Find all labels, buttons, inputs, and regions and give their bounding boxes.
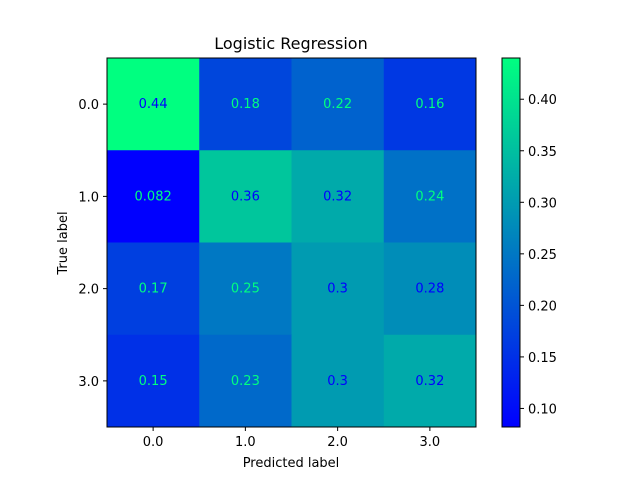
cell-value-label: 0.32 — [323, 189, 352, 204]
heatmap-cell — [199, 58, 292, 151]
y-axis-ticks: 0.0 1.0 2.0 3.0 — [78, 98, 107, 390]
heatmap-cell — [383, 334, 477, 428]
colorbar-tick-label: 0.15 — [528, 351, 557, 366]
cell-value-label: 0.28 — [415, 282, 444, 297]
x-tick-label: 1.0 — [235, 435, 256, 450]
y-tick-label: 1.0 — [78, 190, 99, 205]
colorbar — [501, 57, 521, 428]
cell-value-label: 0.32 — [415, 374, 444, 389]
cell-value-label: 0.3 — [327, 374, 348, 389]
colorbar-tick-label: 0.25 — [528, 248, 557, 263]
heatmap-cell — [107, 242, 200, 336]
colorbar-tick-label: 0.30 — [528, 196, 557, 211]
heatmap-cell — [107, 150, 200, 243]
heatmap-cell — [291, 334, 385, 428]
cell-value-label: 0.25 — [231, 282, 260, 297]
colorbar-ticks: 0.10 0.15 0.20 0.25 0.30 0.35 0.40 — [520, 93, 557, 417]
heatmap-cell — [383, 150, 477, 243]
y-tick-label: 3.0 — [78, 375, 99, 390]
colorbar-tick-label: 0.20 — [528, 299, 557, 314]
heatmap-cell — [291, 242, 385, 336]
cell-value-label: 0.3 — [327, 282, 348, 297]
cell-value-label: 0.18 — [231, 97, 260, 112]
heatmap-cell — [199, 242, 292, 336]
cell-value-label: 0.22 — [323, 97, 352, 112]
plot-frame — [106, 57, 477, 428]
x-axis-label: Predicted label — [243, 456, 340, 471]
heatmap-cells — [107, 58, 477, 428]
y-axis-label: True label — [56, 211, 71, 275]
heatmap-cell — [107, 58, 200, 151]
heatmap-cell — [107, 334, 200, 428]
cell-value-label: 0.24 — [415, 189, 444, 204]
y-tick-label: 2.0 — [78, 283, 99, 298]
cell-value-label: 0.082 — [135, 189, 172, 204]
heatmap-cell-labels: 0.44 0.18 0.22 0.16 0.082 0.36 0.32 0.24 0.17 0.2… — [135, 97, 445, 389]
heatmap-cell — [291, 150, 385, 243]
chart-title: Logistic Regression — [214, 34, 367, 53]
x-tick-label: 0.0 — [143, 435, 164, 450]
colorbar-tick-label: 0.10 — [528, 402, 557, 417]
cell-value-label: 0.17 — [139, 282, 168, 297]
cell-value-label: 0.36 — [231, 189, 260, 204]
cell-value-label: 0.23 — [231, 374, 260, 389]
cell-value-label: 0.44 — [139, 97, 168, 112]
colorbar-tick-label: 0.40 — [528, 93, 557, 108]
heatmap-cell — [383, 58, 477, 151]
cell-value-label: 0.15 — [139, 374, 168, 389]
heatmap-cell — [199, 150, 292, 243]
heatmap-cell — [199, 334, 292, 428]
x-tick-label: 2.0 — [327, 435, 348, 450]
x-axis-ticks: 0.0 1.0 2.0 3.0 — [143, 427, 440, 450]
colorbar-tick-label: 0.35 — [528, 145, 557, 160]
x-tick-label: 3.0 — [420, 435, 441, 450]
heatmap-cell — [291, 58, 385, 151]
y-tick-label: 0.0 — [78, 98, 99, 113]
cell-value-label: 0.16 — [415, 97, 444, 112]
heatmap-cell — [383, 242, 477, 336]
